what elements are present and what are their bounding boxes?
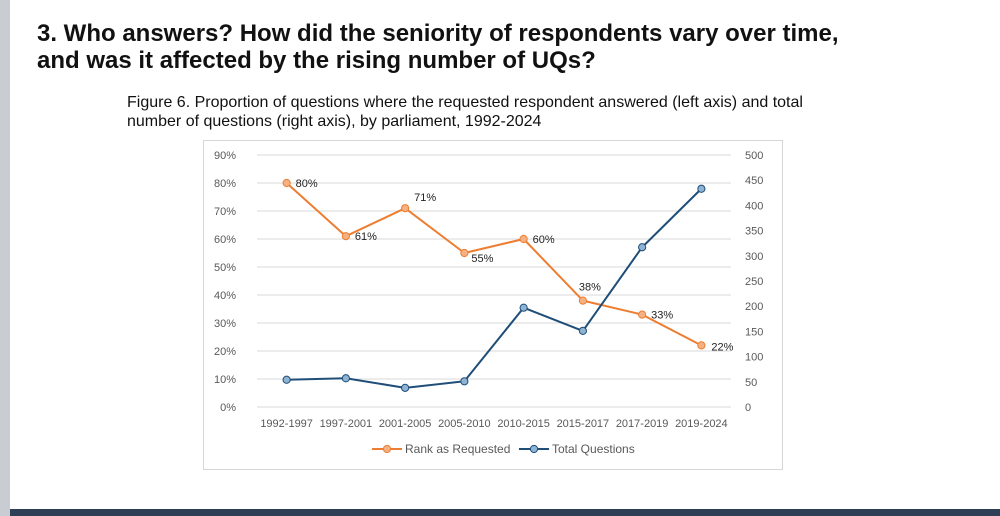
x-axis-tick-label: 2015-2017 bbox=[557, 418, 610, 430]
right-axis-tick-label: 350 bbox=[745, 226, 763, 238]
right-axis-tick-label: 450 bbox=[745, 175, 763, 187]
data-label: 38% bbox=[579, 282, 601, 294]
rank-as-requested-point bbox=[401, 204, 410, 213]
data-label: 71% bbox=[414, 192, 436, 204]
series-line-rank-as-requested bbox=[285, 182, 702, 347]
total-questions-point bbox=[697, 184, 706, 193]
right-axis-tick-label: 200 bbox=[745, 301, 763, 313]
data-label: 55% bbox=[471, 253, 493, 265]
slide-bottom-bar bbox=[10, 509, 1000, 516]
rank-as-requested-point bbox=[460, 248, 469, 258]
legend-marker-rank-as-requested bbox=[382, 444, 392, 454]
left-axis-tick-label: 0% bbox=[220, 402, 236, 414]
x-axis-tick-label: 2010-2015 bbox=[497, 418, 550, 430]
rank-as-requested-point bbox=[578, 296, 587, 305]
left-axis-tick-label: 70% bbox=[214, 206, 236, 218]
line-chart: 0% 10% 20% 30% 40% 50% 60% 70% 80% 90% 0 50 100 150 20… bbox=[214, 150, 763, 456]
data-label: 33% bbox=[651, 310, 673, 322]
total-questions-point bbox=[341, 374, 350, 383]
right-axis-tick-label: 300 bbox=[745, 251, 763, 263]
left-axis-tick-label: 60% bbox=[214, 234, 236, 246]
total-questions-point bbox=[282, 375, 291, 384]
total-questions-point bbox=[578, 326, 587, 335]
x-axis-tick-label: 2019-2024 bbox=[675, 418, 728, 430]
right-axis-tick-label: 400 bbox=[745, 200, 763, 212]
total-questions-point bbox=[401, 383, 410, 392]
total-questions-point bbox=[519, 303, 528, 312]
x-axis-tick-label: 2017-2019 bbox=[616, 418, 669, 430]
right-axis-tick-label: 500 bbox=[745, 150, 763, 162]
x-axis-tick-label: 2005-2010 bbox=[438, 418, 491, 430]
rank-as-requested-point bbox=[282, 178, 291, 188]
left-axis-tick-label: 90% bbox=[214, 150, 236, 162]
left-axis-tick-label: 50% bbox=[214, 262, 236, 274]
legend-label-total-questions: Total Questions bbox=[552, 442, 635, 456]
left-axis-tick-label: 30% bbox=[214, 318, 236, 330]
left-axis-tick-label: 10% bbox=[214, 374, 236, 386]
rank-as-requested-point bbox=[341, 232, 350, 241]
x-axis-tick-label: 2001-2005 bbox=[379, 418, 432, 430]
slide-heading: 3. Who answers? How did the seniority of… bbox=[37, 20, 839, 74]
legend-marker-total-questions bbox=[529, 444, 539, 454]
right-axis-tick-label: 100 bbox=[745, 352, 763, 364]
x-axis-tick-label: 1997-2001 bbox=[320, 418, 373, 430]
left-axis-tick-label: 40% bbox=[214, 290, 236, 302]
series-line-total-questions bbox=[286, 188, 703, 389]
rank-as-requested-point bbox=[697, 341, 706, 350]
data-label: 22% bbox=[711, 341, 733, 353]
x-axis-tick-label: 1992-1997 bbox=[260, 418, 313, 430]
rank-as-requested-point bbox=[638, 310, 647, 319]
legend-label-rank-as-requested: Rank as Requested bbox=[405, 442, 510, 456]
right-axis-tick-label: 250 bbox=[745, 276, 763, 288]
total-questions-point bbox=[460, 377, 469, 386]
data-label: 80% bbox=[296, 178, 318, 190]
slide: 3. Who answers? How did the seniority of… bbox=[10, 0, 1000, 509]
right-axis-tick-label: 50 bbox=[745, 377, 757, 389]
left-axis-tick-label: 80% bbox=[214, 178, 236, 190]
figure-caption: Figure 6. Proportion of questions where … bbox=[127, 94, 803, 130]
right-axis-tick-label: 150 bbox=[745, 326, 763, 338]
data-label: 61% bbox=[355, 231, 377, 243]
right-axis-tick-label: 0 bbox=[745, 402, 751, 414]
total-questions-point bbox=[638, 243, 647, 252]
left-axis-tick-label: 20% bbox=[214, 346, 236, 358]
rank-as-requested-point bbox=[519, 234, 528, 244]
data-label: 60% bbox=[533, 234, 555, 246]
chart-container: 0% 10% 20% 30% 40% 50% 60% 70% 80% 90% 0 50 100 150 20… bbox=[203, 140, 783, 470]
